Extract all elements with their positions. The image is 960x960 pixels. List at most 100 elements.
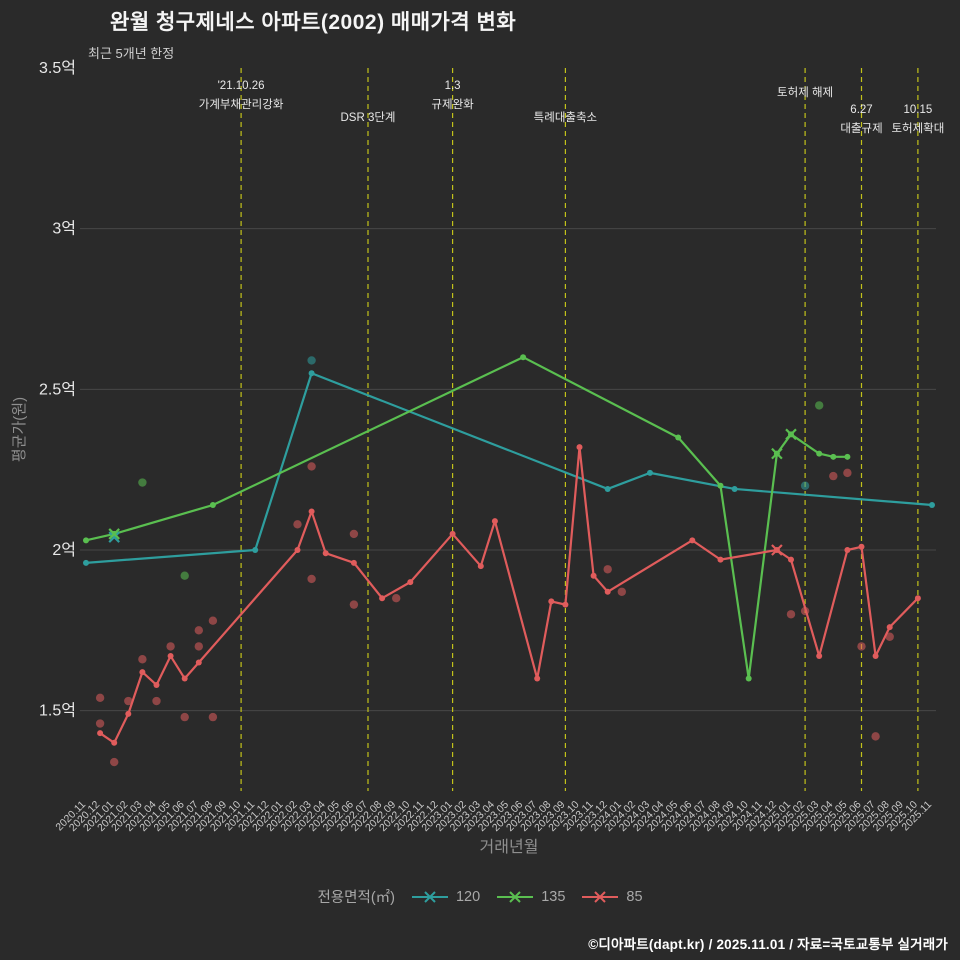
series-point-135 — [745, 675, 752, 682]
scatter-point-85 — [95, 719, 105, 728]
event-label: 토허제확대 — [891, 122, 944, 135]
scatter-point-85 — [180, 712, 189, 722]
event-label: 10.15 — [904, 104, 933, 116]
scatter-point-85 — [349, 529, 359, 539]
legend: 전용면적(㎡) 120 135 85 — [0, 886, 960, 907]
scatter-point-135 — [180, 571, 189, 580]
x-marker-135 — [108, 528, 120, 540]
series-point-120 — [647, 469, 653, 476]
scatter-point-120 — [307, 356, 316, 365]
scatter-point-85 — [829, 471, 838, 481]
series-point-135 — [717, 482, 724, 489]
series-point-135 — [830, 453, 837, 460]
series-point-85 — [153, 681, 160, 688]
event-label: 특례대출축소 — [534, 111, 597, 124]
series-point-85 — [125, 710, 132, 717]
event-label: 가계부채관리강화 — [199, 98, 284, 111]
series-point-85 — [717, 556, 724, 563]
series-point-120 — [604, 485, 611, 492]
series-point-85 — [181, 675, 188, 682]
series-point-120 — [252, 547, 259, 553]
y-tick-label: 3.5억 — [39, 59, 76, 77]
legend-label-135: 135 — [541, 888, 566, 905]
series-point-85 — [844, 547, 851, 553]
price-chart: 1.5억 2억 2.5억 3억 3.5억 '21.10.26 가계부채관리강화 DSR 3단계… — [11, 59, 944, 856]
scatter-point-85 — [110, 757, 119, 767]
series-point-135 — [844, 453, 851, 460]
series-point-85 — [534, 675, 541, 682]
event-label: 토허제 해제 — [777, 86, 833, 99]
series-point-85 — [689, 537, 696, 544]
x-marker-85 — [771, 544, 783, 556]
series-point-85 — [604, 588, 611, 595]
series-point-85 — [491, 518, 498, 525]
series-point-85 — [350, 559, 357, 566]
line-x-marker-icon — [497, 890, 534, 903]
series-point-85 — [858, 543, 865, 550]
scatter-point-120 — [800, 481, 810, 490]
y-tick-label: 2.5억 — [39, 380, 76, 398]
series-point-85 — [886, 624, 893, 631]
series-point-85 — [322, 550, 329, 557]
scatter-point-85 — [871, 732, 880, 741]
legend-title: 전용면적(㎡) — [317, 890, 395, 906]
scatter-point-135 — [815, 401, 824, 410]
series-point-135 — [83, 537, 89, 544]
series-point-85 — [816, 653, 823, 660]
chart-subtitle: 최근 5개년 한정 — [88, 46, 175, 61]
series-point-85 — [576, 444, 583, 451]
scatter-point-85 — [208, 712, 218, 722]
scatter-point-85 — [603, 565, 612, 574]
scatter-point-85 — [307, 462, 316, 471]
y-tick-label: 2억 — [52, 541, 76, 559]
scatter-point-85 — [392, 594, 401, 603]
series-point-135 — [520, 354, 527, 361]
series-point-85 — [872, 653, 879, 660]
scatter-point-135 — [138, 478, 147, 487]
series-point-85 — [590, 572, 597, 579]
event-label: 대출규제 — [840, 122, 882, 135]
scatter-point-85 — [349, 600, 359, 609]
series-point-135 — [209, 502, 216, 509]
series-point-85 — [195, 659, 202, 666]
x-marker-135 — [785, 428, 797, 441]
legend-entry-120[interactable]: 120 — [411, 889, 480, 905]
line-x-marker-icon — [582, 890, 619, 903]
legend-label-85: 85 — [626, 888, 643, 905]
line-x-marker-icon — [411, 890, 448, 903]
x-axis-title: 거래년월 — [480, 838, 539, 856]
legend-entry-85[interactable]: 85 — [581, 888, 643, 905]
event-label: DSR 3단계 — [340, 111, 395, 124]
series-point-85 — [167, 653, 174, 660]
scatter-point-85 — [617, 587, 626, 596]
series-point-85 — [139, 669, 146, 676]
scatter-point-85 — [166, 642, 175, 651]
series-point-85 — [788, 556, 794, 563]
scatter-point-85 — [124, 696, 133, 706]
event-label: 규제완화 — [431, 98, 474, 111]
series-point-85 — [548, 598, 555, 605]
legend-entry-135[interactable]: 135 — [496, 889, 565, 905]
series-point-120 — [929, 502, 935, 509]
series-point-120 — [731, 485, 738, 492]
series-point-85 — [111, 739, 118, 746]
series-point-135 — [816, 450, 823, 457]
event-label: 1.3 — [445, 80, 461, 92]
y-tick-label: 1.5억 — [39, 702, 76, 720]
series-point-120 — [308, 370, 315, 377]
chart-title: 완월 청구제네스 아파트(2002) 매매가격 변화 — [110, 11, 517, 34]
x-marker-120 — [108, 531, 120, 543]
scatter-point-85 — [208, 616, 218, 625]
series-point-85 — [449, 530, 456, 537]
event-label: '21.10.26 — [218, 80, 265, 92]
scatter-point-85 — [138, 655, 147, 664]
series-point-85 — [308, 508, 315, 515]
event-label: 6.27 — [850, 104, 872, 116]
scatter-point-85 — [194, 626, 203, 635]
series-point-85 — [379, 595, 386, 602]
series-point-85 — [407, 579, 414, 586]
scatter-point-85 — [307, 574, 316, 584]
series-point-85 — [477, 563, 484, 570]
scatter-point-85 — [786, 610, 796, 619]
scatter-point-85 — [152, 696, 161, 706]
